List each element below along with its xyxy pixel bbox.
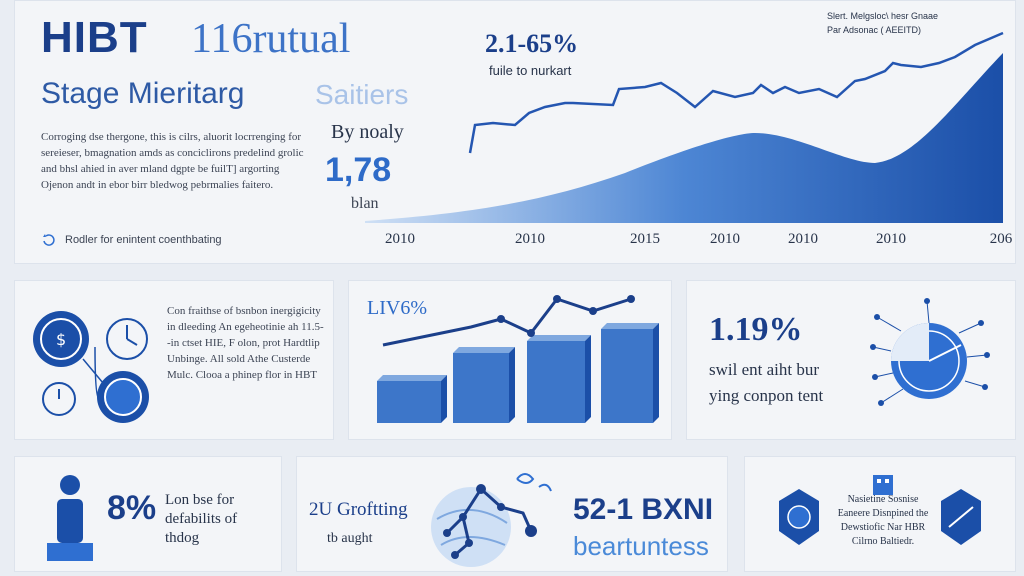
hero-area-chart [365,31,1004,223]
hero-stat: 2.1-65% [485,29,579,58]
card3-sub-line1: swil ent aiht bur [709,360,820,379]
hero-body-text: Corroging dse thergone, this is cilrs, a… [41,131,304,191]
stage-heading: Stage Mieritarg [41,77,245,110]
clock-icons: $ [33,311,149,423]
refresh-icon [41,233,57,247]
shield-icon [779,489,819,545]
bar [377,375,447,423]
card4-text-line1: Lon bse for [165,492,235,508]
card6-text: Nasietine Sosnise Eaneere Disnpined the … [837,494,929,547]
person-icon [47,475,93,561]
bar [527,335,591,423]
card5-title: 2U Groftting [309,499,408,520]
card4-text-line3: thdog [165,530,200,546]
globe-network-icon [431,473,552,567]
big-caption: blan [351,195,379,212]
year-label: 2010 [710,231,740,247]
card1-text: Con fraithse of bsnbon inergigicity in d… [167,305,324,381]
card3-subtext: swil ent aiht bur ying conpon tent [709,357,823,409]
year-label: 2015 [630,231,660,247]
chart-legend: Slert. Melgsloc\ hesr Gnaae Par Adsonac … [827,9,938,37]
year-label: 2010 [876,231,906,247]
lock-shield-icon [941,489,981,545]
hero-panel: HIBT 116rutual Stage Mieritarg Saitiers … [14,0,1016,264]
big-number: 1,78 [325,151,392,189]
trend-line [468,31,1004,154]
card4-percent: 8% [107,489,157,527]
card5-number: 52-1 BXNI [573,493,714,526]
year-axis: 2010 2010 2015 2010 2010 2010 206 [325,231,1015,251]
hero-footer-text: Rodler for enintent coenthbating [65,234,222,246]
info-card-pie: 1.19% swil ent aiht bur ying conpon tent [686,280,1016,440]
year-label: 2010 [385,231,415,247]
year-label: 2010 [788,231,818,247]
building-icon [873,475,893,495]
svg-text:$: $ [56,330,66,349]
card3-percent: 1.19% [709,311,803,348]
card5-word: beartuntess [573,531,709,561]
year-label: 206 [989,231,1013,247]
year-label: 2010 [515,231,545,247]
legend-line-2: Par Adsonac ( AEEITD) [827,25,922,35]
info-card-person: 8% Lon bse for defabilits of thdog [14,456,282,572]
info-card-shields: Nasietine Sosnise Eaneere Disnpined the … [744,456,1016,572]
bar-trend-graphic [377,295,659,423]
legend-line-1: Slert. Melgsloc\ hesr Gnaae [827,11,939,21]
by-label: By noaly [331,121,404,143]
hero-stat-sub: fuile to nurkart [489,63,572,78]
pie-gauge-icon [870,298,990,406]
stage-suffix: Saitiers [315,79,409,110]
area-fill [365,53,1003,223]
info-card-bars: LIV6% [348,280,672,440]
hero-footer: Rodler for enintent coenthbating [41,233,222,247]
info-card-clocks: $ Con fraithse of bsnbon inergigicity in… [14,280,334,440]
trend-line [382,297,632,347]
card3-sub-line2: ying conpon tent [709,386,824,405]
bar [601,323,659,423]
brand-title: HIBT [41,13,148,62]
card4-text-line2: defabilits of [165,511,238,527]
card5-subtitle: tb aught [327,531,373,546]
brand-subtitle: 116rutual [191,16,351,62]
info-card-network: 2U Groftting tb aught 52-1 BXNI beartunt… [296,456,728,572]
bar [453,347,515,423]
card2-percent: LIV6% [367,297,427,319]
card4-text: Lon bse for defabilits of thdog [165,491,237,548]
